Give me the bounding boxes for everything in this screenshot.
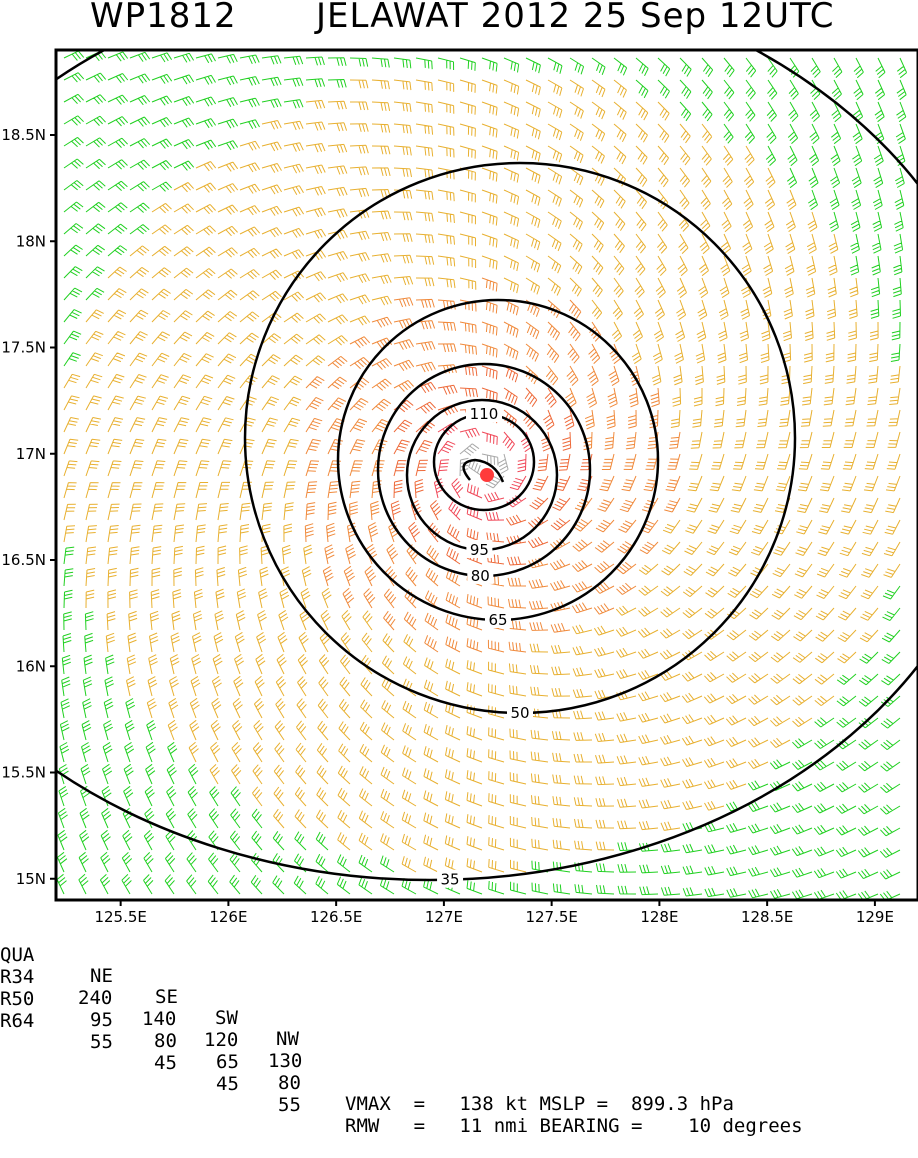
lon-tick-label: 126E xyxy=(209,908,247,926)
lat-tick-label: 17.5N xyxy=(1,339,46,357)
contour-label-bg xyxy=(437,869,464,888)
storm-name-time: JELAWAT 2012 25 Sep 12UTC xyxy=(316,0,835,36)
value-se: 140 xyxy=(142,1008,177,1030)
value-ne: 240 xyxy=(78,987,113,1009)
lat-tick-label: 15.5N xyxy=(1,764,46,782)
lon-tick-label: 125.5E xyxy=(94,908,146,926)
wind-radii-table: QUA NE SE SW NW R34 240 140 120 130 R50 … xyxy=(0,924,918,1137)
contour-label-bg xyxy=(507,703,533,721)
header-nw: NW xyxy=(276,1028,299,1050)
lon-tick-label: 126.5E xyxy=(310,908,362,926)
lat-tick-label: 16.5N xyxy=(1,551,46,569)
barb-group xyxy=(390,365,593,566)
contour-label-bg xyxy=(467,565,494,584)
header-se: SE xyxy=(155,986,178,1008)
storm-id: WP1812 xyxy=(90,0,237,36)
header-sw: SW xyxy=(215,1007,238,1029)
header-ne: NE xyxy=(90,965,113,987)
barb-group xyxy=(304,277,681,653)
contour-label-bg xyxy=(466,539,493,558)
contour-label: 95 xyxy=(470,541,489,559)
rmw-bearing: RMW = 11 nmi BEARING = 10 degrees xyxy=(345,1115,803,1137)
header-qua: QUA xyxy=(0,944,35,966)
lat-tick-label: 16N xyxy=(16,657,46,675)
barb-group xyxy=(56,50,908,900)
value-se: 45 xyxy=(154,1052,177,1074)
value-nw: 55 xyxy=(278,1094,301,1116)
lat-tick-label: 18N xyxy=(16,232,46,250)
value-nw: 130 xyxy=(268,1050,303,1072)
row-label: R64 xyxy=(0,1010,35,1032)
lon-tick-label: 127E xyxy=(425,908,463,926)
contour-label: 80 xyxy=(471,567,490,585)
row-label: R50 xyxy=(0,988,35,1010)
value-sw: 65 xyxy=(216,1051,239,1073)
barb-group xyxy=(63,79,901,873)
vmax-mslp: VMAX = 138 kt MSLP = 899.3 hPa xyxy=(345,1093,734,1115)
value-se: 80 xyxy=(154,1030,177,1052)
value-ne: 95 xyxy=(90,1009,113,1031)
contour-label-bg xyxy=(466,404,502,422)
contour-50 xyxy=(243,161,797,715)
lon-tick-label: 127.5E xyxy=(525,908,577,926)
table-row-r64: R64 55 45 45 55 RMW = 11 nmi BEARING = 1… xyxy=(0,990,803,1158)
latitude-axis: 15N 15.5N 16N 16.5N 17N 17.5N 18N 18.5N xyxy=(1,126,56,888)
eye-contour xyxy=(462,458,505,483)
contour-label: 35 xyxy=(441,871,460,889)
contour-label: 65 xyxy=(488,611,507,629)
contour-label: 110 xyxy=(470,405,499,423)
lon-tick-label: 128.5E xyxy=(741,908,793,926)
storm-center-marker xyxy=(480,468,494,482)
wind-contours xyxy=(56,50,918,882)
contour-label-bg xyxy=(485,610,511,628)
lon-tick-label: 128E xyxy=(640,908,678,926)
wind-map: 35 50 65 80 95 110 125.5E 126E 126.5E 127E 127.5E… xyxy=(1,48,918,926)
barb-group xyxy=(459,443,509,489)
value-ne: 55 xyxy=(90,1031,113,1053)
value-sw: 45 xyxy=(216,1073,239,1095)
longitude-axis: 125.5E 126E 126.5E 127E 127.5E 128E 128.5E 129E xyxy=(94,900,894,926)
title-bar: WP1812 JELAWAT 2012 25 Sep 12UTC xyxy=(0,0,918,48)
value-sw: 120 xyxy=(204,1029,239,1051)
lat-tick-label: 17N xyxy=(16,445,46,463)
contour-label: 50 xyxy=(510,704,529,722)
contour-labels: 35 50 65 80 95 110 xyxy=(437,404,533,889)
value-nw: 80 xyxy=(278,1072,301,1094)
lat-tick-label: 15N xyxy=(16,870,46,888)
contour-35 xyxy=(56,50,918,882)
plot-frame xyxy=(54,48,918,902)
lon-tick-label: 129E xyxy=(856,908,894,926)
row-label: R34 xyxy=(0,966,35,988)
lat-tick-label: 18.5N xyxy=(1,126,46,144)
